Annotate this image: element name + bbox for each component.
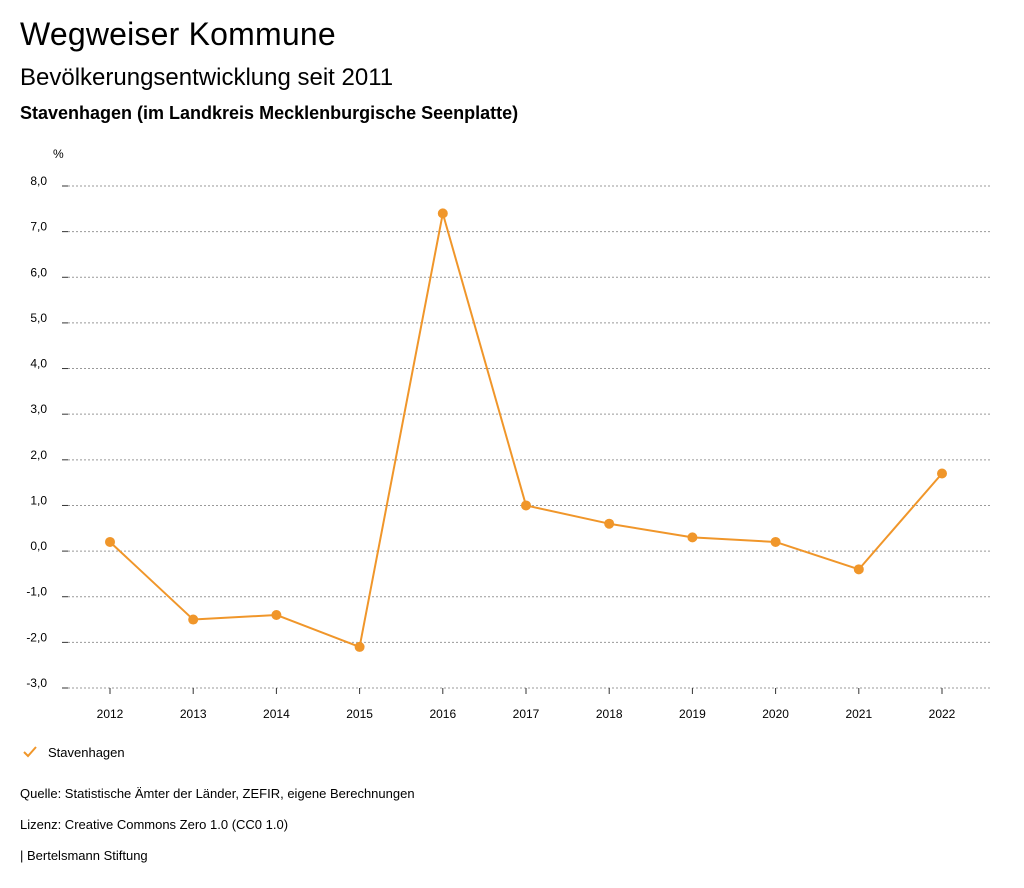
checkmark-icon (23, 746, 37, 758)
y-tick-label: -3,0 (26, 676, 47, 690)
y-tick-label: 2,0 (30, 448, 47, 462)
data-point[interactable] (937, 468, 947, 479)
y-tick-label: 3,0 (30, 402, 47, 416)
publisher-text: | Bertelsmann Stiftung (20, 848, 148, 863)
data-point[interactable] (437, 208, 448, 219)
legend-label: Stavenhagen (48, 744, 125, 760)
x-tick-label: 2014 (263, 707, 290, 721)
y-tick-label: -1,0 (26, 585, 47, 599)
data-point[interactable] (770, 536, 781, 547)
data-point[interactable] (687, 532, 698, 543)
page-title: Wegweiser Kommune (20, 16, 336, 52)
series-line (109, 212, 943, 648)
chart-subtitle: Bevölkerungsentwicklung seit 2011 (20, 64, 394, 91)
data-point[interactable] (521, 500, 531, 511)
data-point[interactable] (105, 536, 115, 547)
y-axis: 8,0 7,0 6,0 5,0 4,0 3,0 2,0 1,0 0,0 -1,0 -2,0 -3,0 (26, 174, 68, 690)
y-tick-label: -2,0 (26, 630, 47, 644)
data-point[interactable] (604, 518, 615, 529)
data-point[interactable] (271, 609, 282, 620)
y-tick-label: 5,0 (30, 311, 47, 325)
y-tick-label: 4,0 (30, 357, 47, 371)
line-chart: % 8,0 7,0 6,0 5,0 4,0 3,0 2,0 1,0 0,0 -1,0 -2,0 -3,… (26, 147, 990, 721)
source-text: Quelle: Statistische Ämter der Länder, Z… (20, 786, 415, 801)
x-tick-label: 2019 (679, 707, 706, 721)
y-axis-unit-label: % (53, 147, 64, 161)
license-text: Lizenz: Creative Commons Zero 1.0 (CC0 1… (20, 817, 289, 832)
series-layer (105, 208, 947, 652)
region-label: Stavenhagen (im Landkreis Mecklenburgisc… (20, 103, 519, 123)
x-tick-label: 2022 (929, 707, 956, 721)
x-tick-label: 2020 (762, 707, 789, 721)
x-tick-label: 2016 (429, 707, 456, 721)
x-tick-label: 2018 (596, 707, 623, 721)
grid-layer (68, 185, 990, 689)
y-tick-label: 1,0 (30, 493, 47, 507)
data-point[interactable] (188, 614, 199, 625)
y-tick-label: 8,0 (30, 174, 47, 188)
x-tick-label: 2021 (845, 707, 872, 721)
y-tick-label: 6,0 (30, 265, 47, 279)
x-tick-label: 2013 (180, 707, 207, 721)
y-tick-label: 0,0 (30, 539, 47, 553)
x-tick-label: 2017 (513, 707, 540, 721)
legend[interactable]: Stavenhagen (22, 744, 125, 760)
data-point[interactable] (853, 564, 864, 575)
data-point[interactable] (354, 641, 365, 652)
x-tick-label: 2012 (97, 707, 124, 721)
y-tick-label: 7,0 (30, 220, 47, 234)
x-axis: 2012 2013 2014 2015 2016 2017 2018 2019 2020 2021… (97, 688, 956, 721)
x-tick-label: 2015 (346, 707, 373, 721)
